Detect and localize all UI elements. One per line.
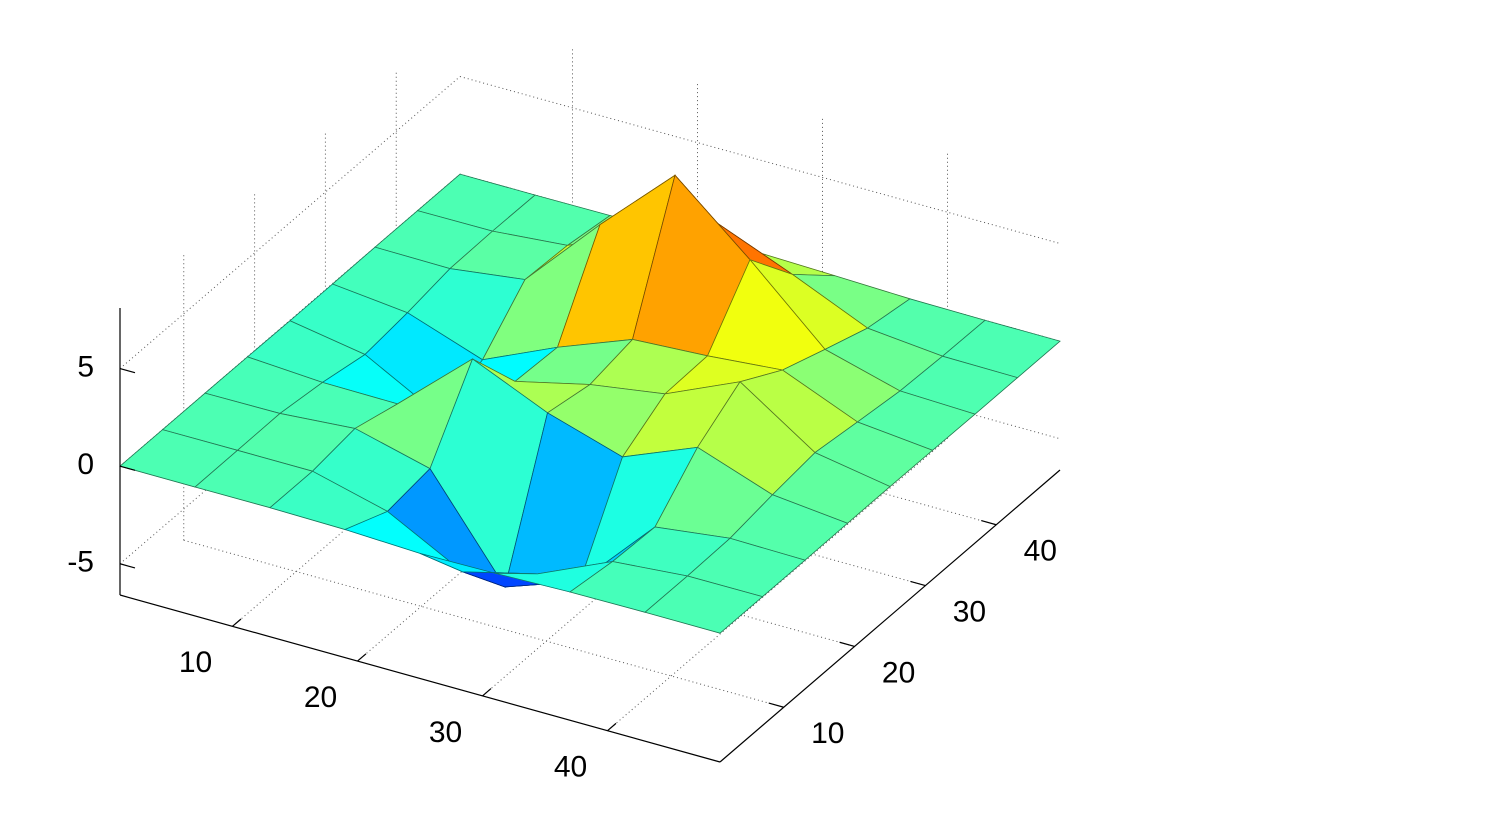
y-tick-label: 20: [882, 656, 915, 689]
grid-line: [119, 76, 461, 369]
z-tick-label: 0: [77, 448, 94, 481]
z-tick: [119, 563, 136, 569]
x-tick-label: 20: [304, 681, 337, 714]
z-tick: [119, 465, 136, 471]
y-tick-label: 10: [811, 717, 844, 750]
y-tick: [839, 641, 855, 647]
grid-line: [119, 173, 461, 467]
x-tick: [607, 722, 617, 732]
y-tick: [768, 702, 784, 708]
y-axis: [719, 469, 1061, 763]
y-tick-label: 30: [953, 596, 986, 629]
x-tick: [357, 653, 367, 662]
z-tick: [119, 367, 136, 374]
y-tick: [981, 519, 997, 526]
x-tick-label: 40: [554, 751, 587, 784]
y-tick: [910, 580, 926, 587]
x-tick: [482, 688, 492, 697]
x-tick-label: 30: [429, 716, 462, 749]
x-tick-label: 10: [179, 646, 212, 679]
z-tick-label: 5: [77, 350, 94, 383]
surface-edge: [644, 575, 764, 634]
grid-line: [607, 438, 948, 732]
y-tick-label: 40: [1024, 535, 1057, 568]
x-axis: [119, 594, 721, 763]
z-tick-label: -5: [67, 546, 94, 579]
x-tick: [232, 618, 242, 627]
